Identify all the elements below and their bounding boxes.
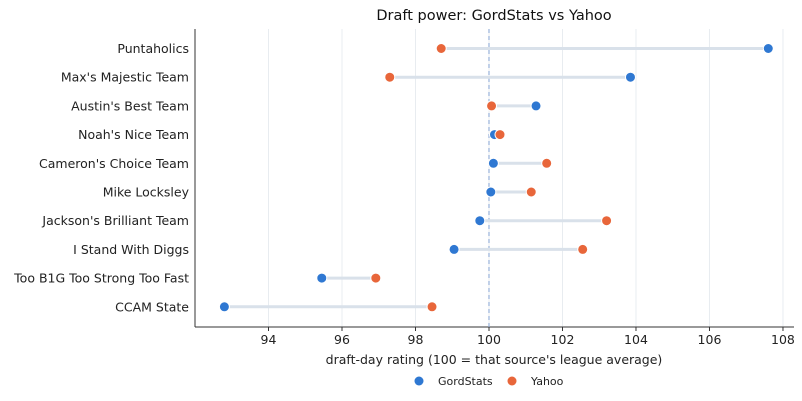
point-gordstats	[530, 100, 542, 112]
team-label: Puntaholics	[117, 41, 189, 56]
team-labels: Puntaholics Max's Majestic Team Austin's B…	[13, 41, 189, 314]
point-gordstats	[624, 71, 636, 83]
team-label: Too B1G Too Strong Too Fast	[13, 271, 189, 286]
x-tick-label-94: 94	[261, 332, 277, 347]
point-yahoo	[525, 186, 537, 198]
team-label: Jackson's Brilliant Team	[41, 213, 189, 228]
point-gordstats	[218, 301, 230, 313]
x-tick-label-106: 106	[698, 332, 722, 347]
x-tick-label-104: 104	[624, 332, 648, 347]
team-label: Mike Locksley	[103, 185, 190, 200]
point-yahoo	[577, 243, 589, 255]
chart-title: Draft power: GordStats vs Yahoo	[376, 8, 611, 24]
grid-lines	[267, 29, 784, 327]
point-gordstats	[448, 243, 460, 255]
point-yahoo	[486, 100, 498, 112]
legend-label-gordstats: GordStats	[438, 375, 493, 388]
team-label: CCAM State	[115, 299, 189, 314]
point-gordstats	[762, 43, 774, 54]
team-label: Max's Majestic Team	[61, 70, 189, 85]
team-label: Austin's Best Team	[71, 98, 189, 113]
legend-marker-gordstats	[414, 376, 424, 386]
point-gordstats	[485, 186, 497, 198]
x-axis-label: draft-day rating (100 = that source's le…	[326, 352, 663, 367]
legend-marker-yahoo	[507, 376, 517, 386]
point-yahoo	[384, 71, 396, 83]
x-tick-label-102: 102	[551, 332, 575, 347]
x-tick-label-96: 96	[334, 332, 350, 347]
point-yahoo	[601, 215, 613, 227]
legend-label-yahoo: Yahoo	[530, 375, 564, 388]
axes: 94 96 98 100 102 104 106 108	[194, 29, 795, 347]
point-gordstats	[487, 157, 499, 169]
x-tick-label-98: 98	[408, 332, 424, 347]
point-yahoo	[435, 43, 447, 54]
team-label: I Stand With Diggs	[73, 242, 189, 257]
connectors	[222, 47, 770, 309]
x-tick-label-108: 108	[771, 332, 795, 347]
team-label: Cameron's Choice Team	[39, 156, 189, 171]
point-gordstats	[316, 272, 328, 284]
legend: GordStats Yahoo	[414, 375, 564, 388]
point-yahoo	[426, 301, 438, 313]
point-gordstats	[474, 215, 486, 227]
team-label: Noah's Nice Team	[78, 127, 189, 142]
point-yahoo	[541, 157, 553, 169]
data-points	[218, 43, 774, 313]
point-yahoo	[370, 272, 382, 284]
point-yahoo	[494, 129, 506, 141]
x-tick-label-100: 100	[477, 332, 501, 347]
